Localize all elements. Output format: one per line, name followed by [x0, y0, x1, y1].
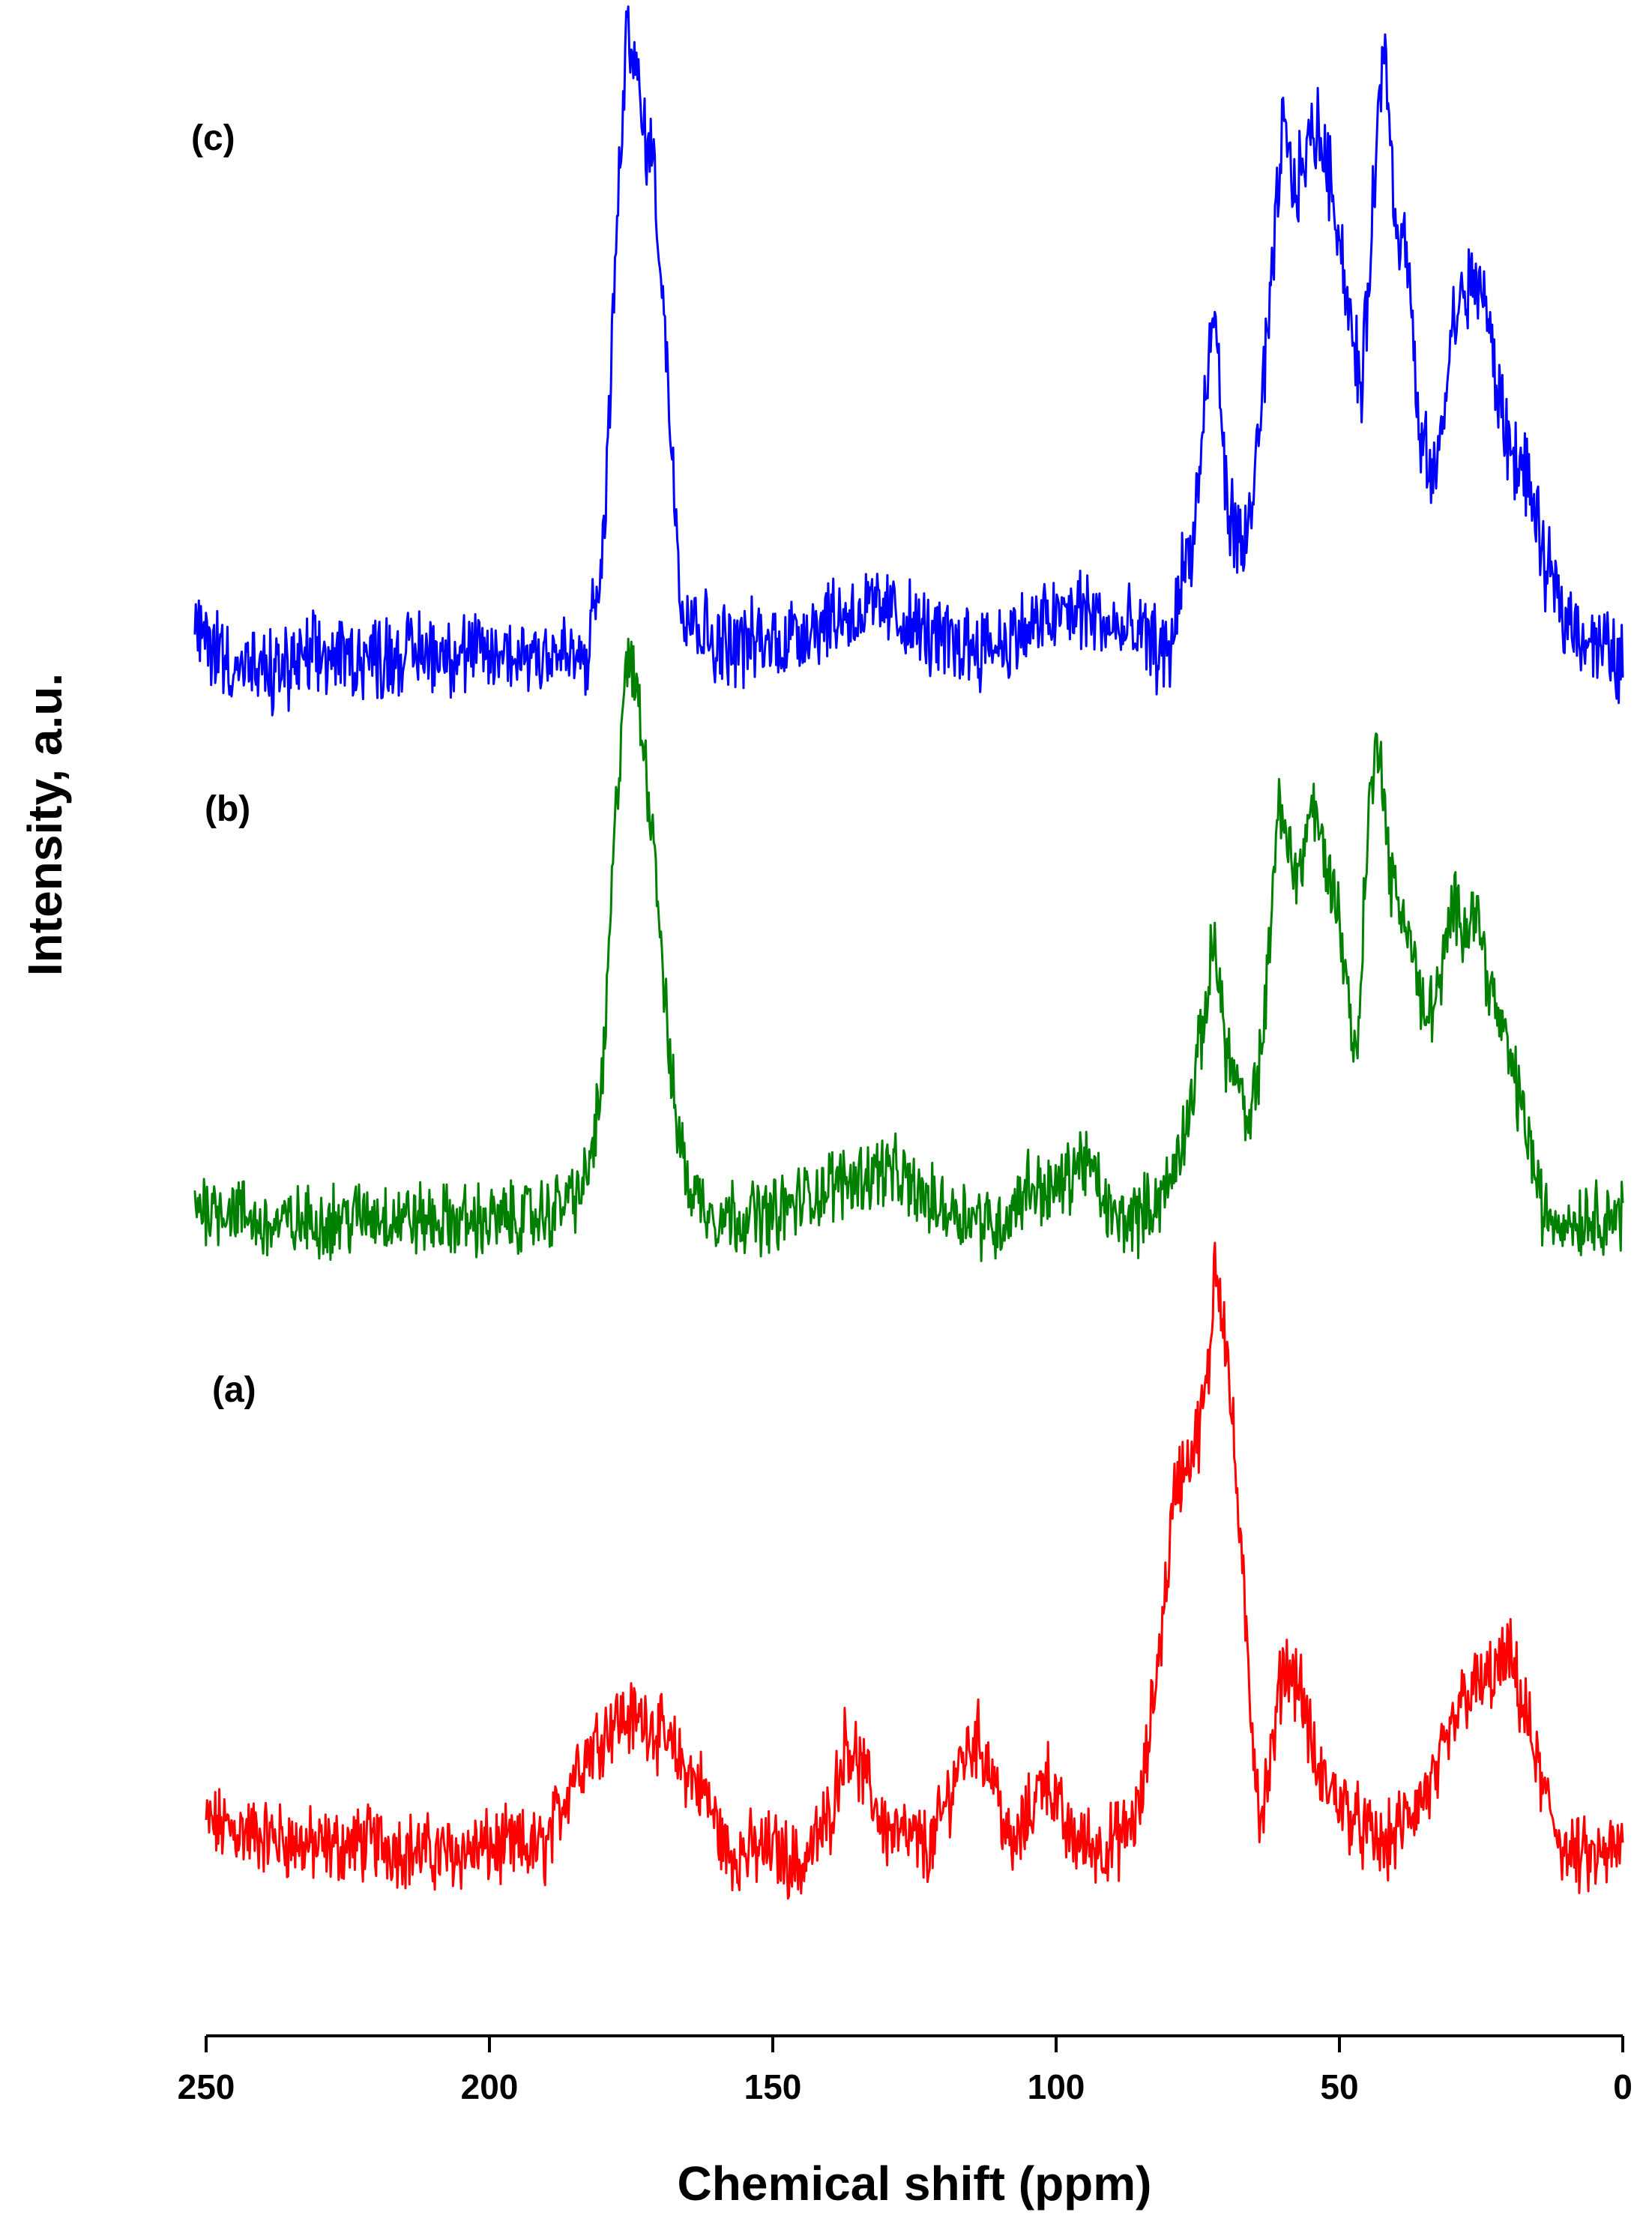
x-axis-title: Chemical shift (ppm) — [678, 2157, 1152, 2211]
series-label-a: (a) — [212, 1370, 256, 1410]
x-tick-label: 0 — [1613, 2067, 1633, 2106]
y-axis-title: Intensity, a.u. — [18, 673, 72, 976]
series-label-b: (b) — [205, 789, 250, 829]
x-tick-label: 100 — [1028, 2067, 1085, 2106]
x-tick-label: 200 — [461, 2067, 519, 2106]
spectrum-line-b — [193, 637, 1624, 1262]
series-layer — [193, 5, 1624, 1900]
series-labels: (a) (b) (c) — [191, 118, 256, 1410]
x-tick-label: 50 — [1320, 2067, 1358, 2106]
spectrum-line-a — [205, 1241, 1624, 1900]
x-axis-ticks: 250 200 150 100 50 0 — [178, 2036, 1633, 2106]
series-label-c: (c) — [191, 118, 235, 158]
x-tick-label: 250 — [178, 2067, 235, 2106]
x-tick-label: 150 — [744, 2067, 802, 2106]
spectrum-line-c — [193, 5, 1624, 717]
